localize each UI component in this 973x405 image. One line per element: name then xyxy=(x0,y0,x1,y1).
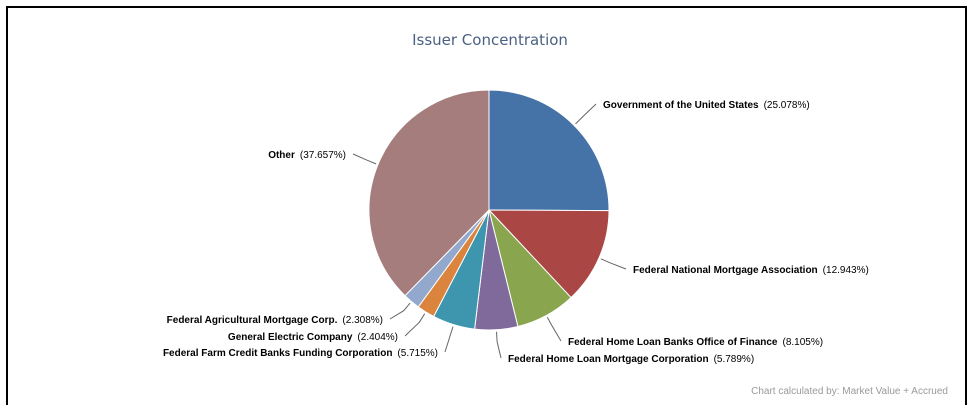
slice-label-name: Federal Farm Credit Banks Funding Corpor… xyxy=(163,348,392,359)
slice-label-percent: (8.105%) xyxy=(778,337,824,348)
pie-slice-federal-national-mortgage-association[interactable] xyxy=(487,209,610,299)
connector-general-electric-company xyxy=(404,313,426,337)
slice-label-federal-home-loan-mortgage-corporation: Federal Home Loan Mortgage Corporation (… xyxy=(508,354,754,365)
slice-label-name: Government of the United States xyxy=(603,100,759,111)
connector-federal-national-mortgage-association xyxy=(600,258,627,270)
chart-title: Issuer Concentration xyxy=(412,31,568,49)
slice-label-federal-home-loan-banks-office-of-finance: Federal Home Loan Banks Office of Financ… xyxy=(568,337,823,348)
slice-label-general-electric-company: General Electric Company (2.404%) xyxy=(228,332,398,343)
slice-label-percent: (12.943%) xyxy=(818,265,869,276)
slice-label-name: Federal National Mortgage Association xyxy=(633,265,818,276)
slice-label-percent: (2.404%) xyxy=(352,332,398,343)
pie-slice-government-of-the-united-states[interactable] xyxy=(488,89,610,212)
connector-federal-home-loan-banks-office-of-finance xyxy=(546,316,562,342)
slice-label-federal-agricultural-mortgage-corp: Federal Agricultural Mortgage Corp. (2.3… xyxy=(167,315,383,326)
slice-label-name: Federal Home Loan Banks Office of Financ… xyxy=(568,337,778,348)
connector-federal-home-loan-mortgage-corporation xyxy=(496,331,502,359)
slice-label-name: Federal Home Loan Mortgage Corporation xyxy=(508,354,709,365)
slice-label-name: Federal Agricultural Mortgage Corp. xyxy=(167,315,338,326)
slice-label-percent: (2.308%) xyxy=(337,315,383,326)
slice-label-other: Other (37.657%) xyxy=(268,150,346,161)
slice-label-name: Other xyxy=(268,150,295,161)
slice-label-percent: (5.789%) xyxy=(709,354,755,365)
connector-government-of-the-united-states xyxy=(575,103,597,125)
slice-label-federal-farm-credit-banks-funding-corporation: Federal Farm Credit Banks Funding Corpor… xyxy=(163,348,438,359)
pie-slice-other[interactable] xyxy=(368,89,490,297)
connector-federal-farm-credit-banks-funding-corporation xyxy=(444,326,454,353)
connector-federal-agricultural-mortgage-corp xyxy=(389,302,411,320)
chart-footer-note: Chart calculated by: Market Value + Accr… xyxy=(751,386,948,397)
slice-label-name: General Electric Company xyxy=(228,332,353,343)
slice-label-government-of-the-united-states: Government of the United States (25.078%… xyxy=(603,100,810,111)
slice-label-federal-national-mortgage-association: Federal National Mortgage Association (1… xyxy=(633,265,869,276)
connector-other xyxy=(352,153,377,165)
slice-label-percent: (25.078%) xyxy=(759,100,810,111)
slice-label-percent: (5.715%) xyxy=(392,348,438,359)
slice-label-percent: (37.657%) xyxy=(295,150,346,161)
